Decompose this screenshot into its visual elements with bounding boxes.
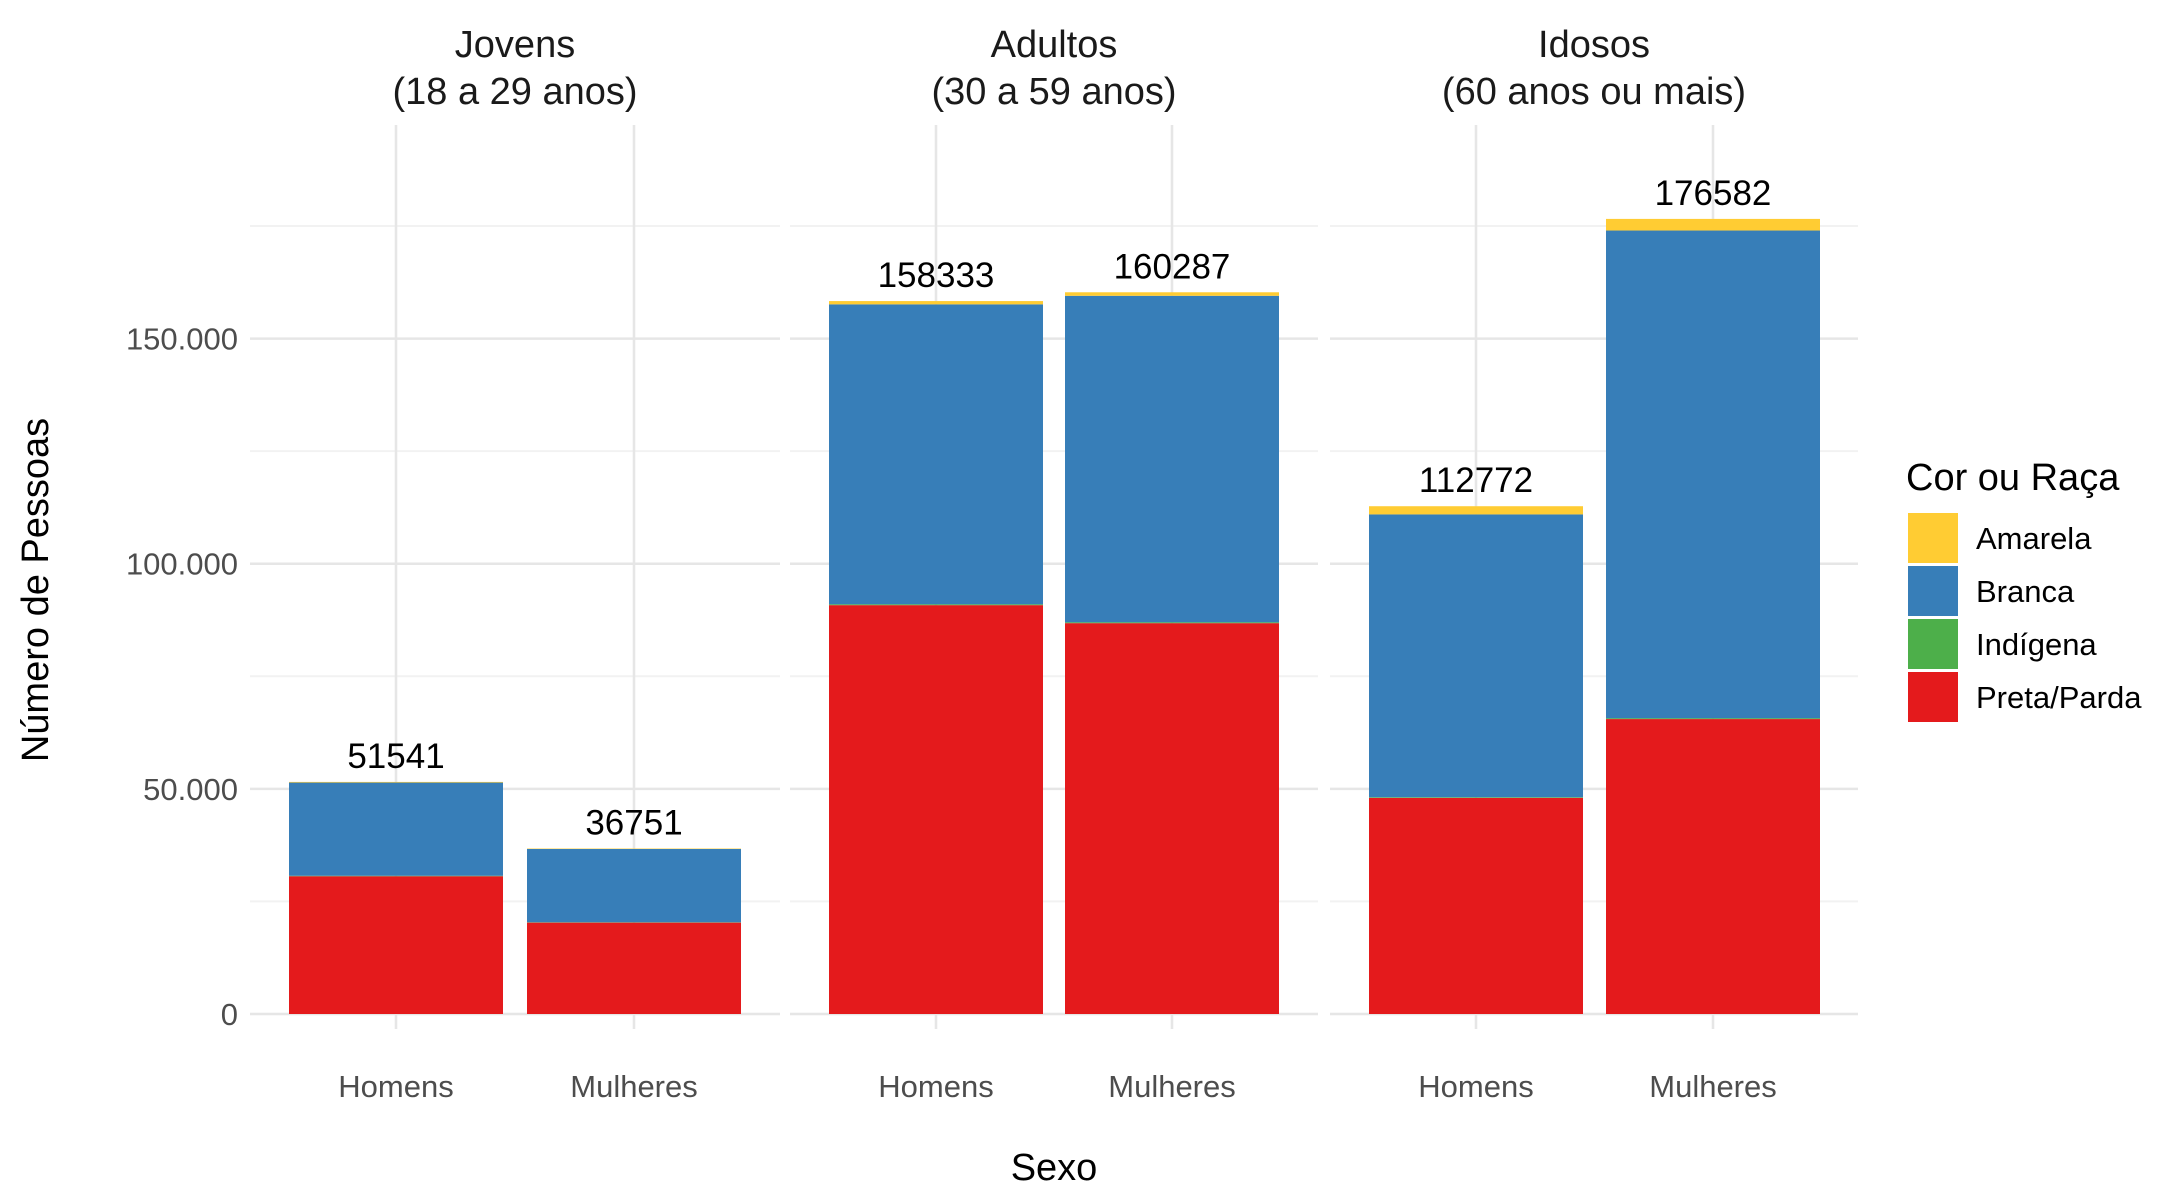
bar-idosos-mulheres-amarela	[1606, 218, 1820, 231]
y-tick-label: 50.000	[143, 772, 238, 807]
bar-idosos-homens-amarela	[1369, 506, 1583, 515]
x-axis-title: Sexo	[1011, 1147, 1098, 1188]
y-axis-title: Número de Pessoas	[15, 418, 57, 762]
labels-layer: 0 50.000 100.000 150.000 Jovens (18 a 29 anos…	[126, 24, 1777, 1104]
legend-swatch-branca	[1908, 566, 1958, 616]
legend-title: Cor ou Raça	[1906, 457, 2120, 499]
total-label-jovens-homens: 51541	[347, 737, 444, 776]
bar-adultos-homens-preta-parda	[829, 605, 1043, 1014]
legend-label-indigena: Indígena	[1976, 627, 2097, 662]
bar-jovens-homens-branca	[289, 782, 503, 876]
bar-idosos-mulheres-indigena	[1606, 718, 1820, 720]
axis-layer: Sexo Número de Pessoas	[15, 418, 1097, 1188]
bar-adultos-mulheres-preta-parda	[1065, 623, 1279, 1014]
legend-label-preta-parda: Preta/Parda	[1976, 680, 2142, 715]
facet-subtitle-jovens: (18 a 29 anos)	[392, 71, 637, 113]
facet-title-adultos: Adultos	[991, 24, 1118, 66]
legend-swatch-indigena	[1908, 619, 1958, 669]
bar-idosos-homens-branca	[1369, 514, 1583, 798]
bar-idosos-homens-indigena	[1369, 797, 1583, 798]
facet-title-jovens: Jovens	[455, 24, 575, 66]
bar-adultos-homens-amarela	[829, 301, 1043, 305]
legend: Cor ou Raça Amarela Branca Indígena Preta/P…	[1906, 457, 2142, 722]
bar-jovens-mulheres-branca	[527, 848, 741, 923]
bar-idosos-mulheres-preta-parda	[1606, 719, 1820, 1014]
bar-jovens-homens-preta-parda	[289, 876, 503, 1014]
bar-adultos-mulheres-indigena	[1065, 622, 1279, 624]
x-tick-label-mulheres: Mulheres	[1649, 1069, 1777, 1104]
bar-jovens-mulheres-preta-parda	[527, 922, 741, 1014]
x-tick-label-homens: Homens	[338, 1069, 453, 1104]
y-tick-label: 100.000	[126, 547, 238, 582]
total-label-jovens-mulheres: 36751	[585, 804, 682, 843]
bar-jovens-homens-amarela	[289, 781, 503, 783]
bar-adultos-mulheres-amarela	[1065, 292, 1279, 296]
legend-label-amarela: Amarela	[1976, 521, 2092, 556]
legend-swatch-preta-parda	[1908, 672, 1958, 722]
total-label-idosos-mulheres: 176582	[1655, 174, 1772, 213]
bar-adultos-mulheres-branca	[1065, 295, 1279, 623]
x-tick-label-mulheres: Mulheres	[1108, 1069, 1236, 1104]
facet-subtitle-adultos: (30 a 59 anos)	[931, 71, 1176, 113]
bar-idosos-homens-preta-parda	[1369, 797, 1583, 1014]
x-tick-label-homens: Homens	[1418, 1069, 1533, 1104]
facet-subtitle-idosos: (60 anos ou mais)	[1442, 71, 1746, 113]
y-tick-label: 0	[221, 997, 238, 1032]
y-tick-label: 150.000	[126, 322, 238, 357]
total-label-adultos-homens: 158333	[878, 256, 995, 295]
total-label-idosos-homens: 112772	[1419, 461, 1533, 500]
x-tick-label-homens: Homens	[878, 1069, 993, 1104]
bar-idosos-mulheres-branca	[1606, 230, 1820, 719]
total-label-adultos-mulheres: 160287	[1114, 247, 1231, 286]
bar-adultos-homens-branca	[829, 304, 1043, 605]
legend-swatch-amarela	[1908, 513, 1958, 563]
x-tick-label-mulheres: Mulheres	[570, 1069, 698, 1104]
bars-layer	[289, 218, 1820, 1014]
legend-label-branca: Branca	[1976, 574, 2075, 609]
facet-title-idosos: Idosos	[1538, 24, 1650, 66]
bar-adultos-homens-indigena	[829, 604, 1043, 606]
